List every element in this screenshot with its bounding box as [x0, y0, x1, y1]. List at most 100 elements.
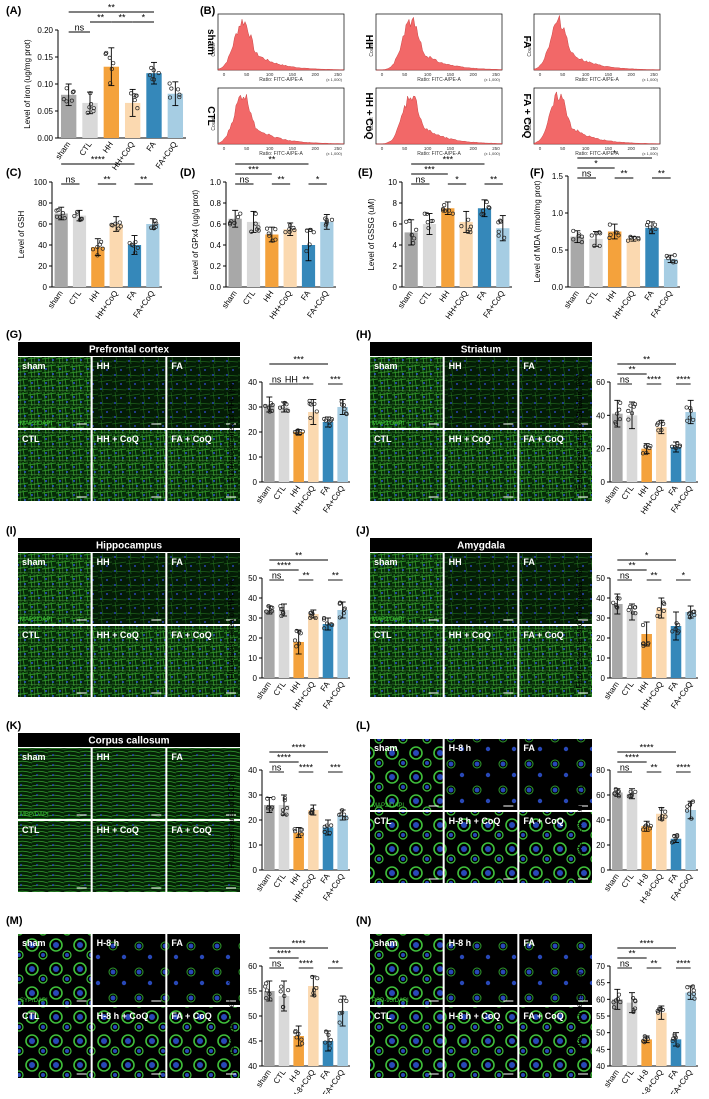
- x-tick-label: HH: [604, 289, 618, 304]
- region-title: Amygdala: [457, 541, 505, 552]
- flow-x-label: Ratio: FITC-A/PE-A: [575, 77, 619, 83]
- y-tick-label: 6: [393, 220, 398, 229]
- data-point: [642, 1040, 647, 1045]
- micrograph-image: [92, 1007, 166, 1078]
- data-point: [109, 66, 114, 72]
- data-point: [644, 222, 650, 228]
- data-point: [323, 1040, 328, 1045]
- flow-tick-label: 200: [311, 72, 319, 77]
- y-tick-label: 0: [253, 866, 258, 875]
- data-point: [407, 218, 412, 223]
- y-tick-label: 40: [596, 816, 605, 825]
- data-point: [304, 249, 309, 254]
- data-point: [404, 219, 409, 224]
- data-point: [321, 616, 327, 621]
- data-point: [327, 1041, 332, 1046]
- data-point: [641, 1039, 646, 1044]
- x-tick-label: sham: [254, 680, 273, 701]
- flow-tick-label: 150: [447, 146, 455, 151]
- data-point: [282, 994, 287, 999]
- sig-label: *: [316, 175, 320, 185]
- data-point: [597, 230, 602, 235]
- micrograph-group-label: HH: [97, 557, 110, 567]
- data-point: [72, 213, 77, 219]
- bar-sham: [264, 805, 275, 870]
- data-point: [658, 1006, 663, 1011]
- data-point: [281, 1005, 286, 1010]
- sig-label: **: [628, 949, 636, 959]
- bar-FA+CoQ: [663, 258, 678, 287]
- region-title: Striatum: [461, 345, 502, 356]
- data-point: [95, 253, 100, 258]
- flow-tick-label: 200: [311, 146, 319, 151]
- flow-tick-label: 0: [539, 146, 542, 151]
- data-point: [253, 221, 258, 226]
- micrograph-image: [370, 626, 443, 697]
- sig-label: ns: [582, 169, 592, 179]
- sig-label: ns: [66, 175, 76, 185]
- data-point: [616, 992, 622, 997]
- data-point: [579, 234, 584, 239]
- data-point: [337, 1020, 342, 1025]
- data-point: [282, 795, 287, 801]
- data-point: [280, 405, 285, 410]
- micrograph-image: [18, 430, 91, 501]
- data-point: [264, 996, 269, 1001]
- data-point: [633, 611, 638, 616]
- micrograph-image: [519, 430, 592, 501]
- y-tick-label: 80: [596, 766, 605, 775]
- flow-tick-label: 0: [539, 72, 542, 77]
- data-point: [631, 1009, 636, 1015]
- data-point: [615, 790, 620, 795]
- data-point: [267, 409, 272, 414]
- data-point: [571, 237, 576, 242]
- sig-label: **: [97, 13, 105, 23]
- sig-label: **: [332, 571, 340, 581]
- data-point: [278, 405, 283, 410]
- y-tick-label: 20: [596, 841, 605, 850]
- data-point: [337, 601, 342, 606]
- micrograph-group-label: HH + CoQ: [97, 825, 139, 835]
- data-point: [150, 77, 155, 82]
- bar-HH+CoQ: [626, 238, 641, 287]
- y-axis-label: Level of iron (ug/mg prot): [23, 39, 32, 129]
- y-tick-label: 40: [248, 594, 257, 603]
- sig-label: *: [594, 159, 598, 169]
- data-point: [597, 243, 602, 248]
- micrograph-group-label: H-8 h + CoQ: [449, 816, 501, 826]
- y-tick-label: 30: [248, 791, 257, 800]
- data-point: [270, 605, 275, 610]
- bar-FA: [322, 1041, 334, 1066]
- data-point: [671, 259, 676, 264]
- flow-tick-label: 0: [381, 146, 384, 151]
- flow-tick-label: 250: [334, 72, 342, 77]
- y-tick-label: 20: [596, 634, 605, 643]
- data-point: [412, 236, 417, 241]
- flow-x-label: Ratio: FITC-A/PE-A: [417, 151, 461, 157]
- bar-sham: [612, 792, 623, 870]
- sig-label: ns: [620, 375, 630, 385]
- data-point: [338, 998, 343, 1003]
- data-point: [691, 417, 696, 422]
- sig-label: ns: [240, 175, 250, 185]
- data-point: [263, 403, 268, 409]
- x-tick-label: sham: [396, 289, 415, 310]
- bar-sham: [264, 610, 275, 678]
- flow-count-label: Count: [369, 117, 375, 131]
- bar-HH: [293, 432, 304, 482]
- sig-label: **: [628, 365, 636, 375]
- sig-label: ****: [292, 743, 307, 753]
- data-point: [134, 93, 139, 98]
- data-point: [294, 628, 299, 633]
- y-tick-label: 10: [388, 178, 397, 187]
- panel-label: (M): [6, 915, 23, 927]
- y-tick-label: 60: [248, 962, 257, 971]
- sig-label: ***: [424, 165, 435, 175]
- y-tick-label: 20: [248, 428, 257, 437]
- y-tick-label: 60: [596, 791, 605, 800]
- data-point: [617, 417, 622, 422]
- micrograph-group-label: sham: [374, 743, 398, 753]
- flow-x-label: Ratio: FITC-A/PE-A: [259, 151, 303, 157]
- stain-label: MAP2/DAPI: [372, 421, 404, 427]
